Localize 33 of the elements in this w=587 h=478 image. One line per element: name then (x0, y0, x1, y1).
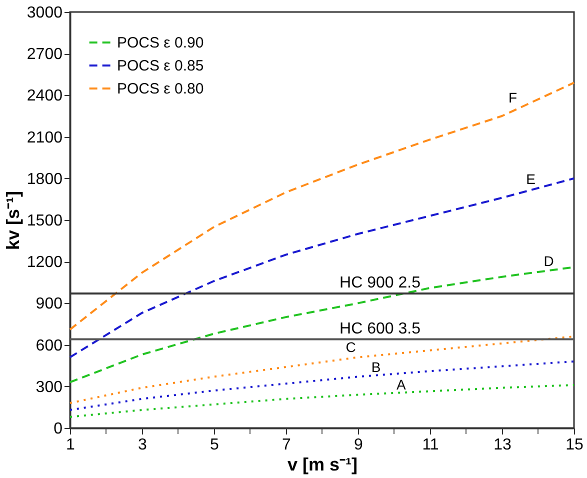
y-tick-label: 900 (36, 296, 63, 313)
x-tick-label: 15 (566, 436, 584, 454)
annotation: E (526, 171, 536, 188)
y-tick-label: 300 (36, 378, 63, 396)
y-tick-label: 2100 (26, 129, 63, 146)
x-tick-label: 9 (354, 436, 364, 454)
x-tick-label: 7 (282, 436, 292, 454)
x-tick-label: 5 (210, 436, 220, 454)
y-tick-label: 3000 (26, 4, 63, 22)
y-tick-label: 600 (36, 337, 63, 354)
annotation: D (544, 252, 554, 269)
annotation: C (346, 338, 356, 355)
line-series (69, 360, 575, 411)
ref-line-label: HC 900 2.5 (340, 274, 421, 292)
y-axis-title: kv [s⁻¹] (2, 190, 23, 250)
x-tick-label: 11 (422, 436, 439, 454)
legend-label: POCS ε 0.80 (117, 80, 204, 98)
x-tick-label: 3 (138, 436, 148, 454)
annotation: B (371, 359, 381, 375)
legend-label: POCS ε 0.85 (117, 58, 204, 74)
y-tick-label: 1800 (26, 170, 63, 188)
y-tick-label: 1200 (26, 254, 63, 272)
y-tick-label: 2400 (26, 88, 63, 105)
y-tick-label: 1500 (26, 212, 63, 230)
annotation: F (508, 89, 518, 106)
legend-label: POCS ε 0.90 (117, 34, 204, 52)
x-axis-title: v [m s⁻¹] (287, 454, 358, 474)
annotation: A (396, 376, 407, 392)
y-tick-label: 0 (54, 420, 63, 438)
ref-line-label: HC 600 3.5 (340, 320, 421, 338)
y-tick-label: 2700 (26, 46, 63, 64)
x-tick-label: 13 (494, 436, 512, 454)
x-tick-label: 1 (66, 436, 76, 454)
